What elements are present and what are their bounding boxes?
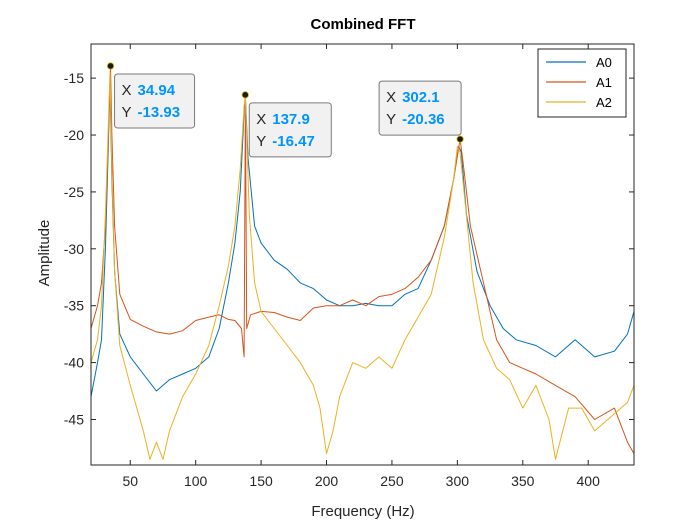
datatip-y-key: Y bbox=[256, 133, 266, 150]
legend-label-a2: A2 bbox=[596, 95, 612, 110]
datatip-y-key: Y bbox=[386, 111, 396, 128]
datatip-x-value: 302.1 bbox=[402, 89, 440, 106]
datatip-y-value: -13.93 bbox=[138, 104, 181, 121]
y-tick-label: -35 bbox=[64, 298, 84, 314]
datatip-box bbox=[114, 73, 196, 129]
datatip[interactable]: X 302.1 Y -20.36 bbox=[378, 80, 464, 143]
datatip[interactable]: X 137.9 Y -16.47 bbox=[241, 91, 332, 158]
datatip-box bbox=[248, 102, 332, 158]
datatip-x-key: X bbox=[386, 89, 396, 106]
series-line-a1 bbox=[91, 65, 634, 454]
axes-box bbox=[90, 43, 635, 466]
y-axis-label: Amplitude bbox=[36, 220, 53, 287]
plot-area bbox=[91, 65, 634, 460]
datatip-marker bbox=[106, 62, 115, 70]
y-tick-label: -30 bbox=[64, 241, 84, 257]
x-tick-label: 50 bbox=[122, 473, 138, 489]
datatip-y-key: Y bbox=[122, 104, 132, 121]
x-tick-label: 350 bbox=[511, 473, 535, 489]
x-tick-label: 400 bbox=[577, 473, 601, 489]
legend[interactable]: A0 A1 A2 bbox=[537, 48, 627, 118]
series-line-a2 bbox=[91, 71, 634, 460]
y-tick-label: -15 bbox=[64, 70, 84, 86]
datatip-box bbox=[378, 80, 462, 136]
datatip-x-value: 137.9 bbox=[272, 111, 310, 128]
datatip-marker bbox=[456, 135, 464, 143]
x-tick-label: 200 bbox=[315, 473, 339, 489]
legend-label-a1: A1 bbox=[596, 75, 612, 90]
x-tick-label: 150 bbox=[249, 473, 273, 489]
datatip-y-value: -20.36 bbox=[402, 111, 445, 128]
datatip-marker bbox=[241, 91, 249, 99]
x-tick-label: 100 bbox=[184, 473, 208, 489]
y-tick-label: -25 bbox=[64, 184, 84, 200]
datatip-y-value: -16.47 bbox=[272, 133, 315, 150]
axes: 50 100 150 200 250 300 350 400 -45 -40 -35 -30 -25 -2… bbox=[64, 43, 635, 489]
y-tick-label: -20 bbox=[64, 127, 84, 143]
series-line-a0 bbox=[91, 83, 634, 397]
datatips: X 34.94 Y -13.93 X 137.9 Y -16.47 X 302.1 Y -20.36 bbox=[106, 62, 464, 158]
y-tick-label: -40 bbox=[64, 355, 84, 371]
x-tick-label: 250 bbox=[380, 473, 404, 489]
x-tick-label: 300 bbox=[446, 473, 470, 489]
y-tick-label: -45 bbox=[64, 411, 84, 427]
datatip-x-key: X bbox=[122, 82, 132, 99]
datatip-x-key: X bbox=[256, 111, 266, 128]
datatip-x-value: 34.94 bbox=[138, 82, 176, 99]
legend-label-a0: A0 bbox=[596, 55, 612, 70]
chart-title: Combined FFT bbox=[311, 16, 416, 33]
legend-box bbox=[537, 48, 627, 118]
datatip[interactable]: X 34.94 Y -13.93 bbox=[106, 62, 196, 129]
x-axis-label: Frequency (Hz) bbox=[311, 503, 414, 520]
